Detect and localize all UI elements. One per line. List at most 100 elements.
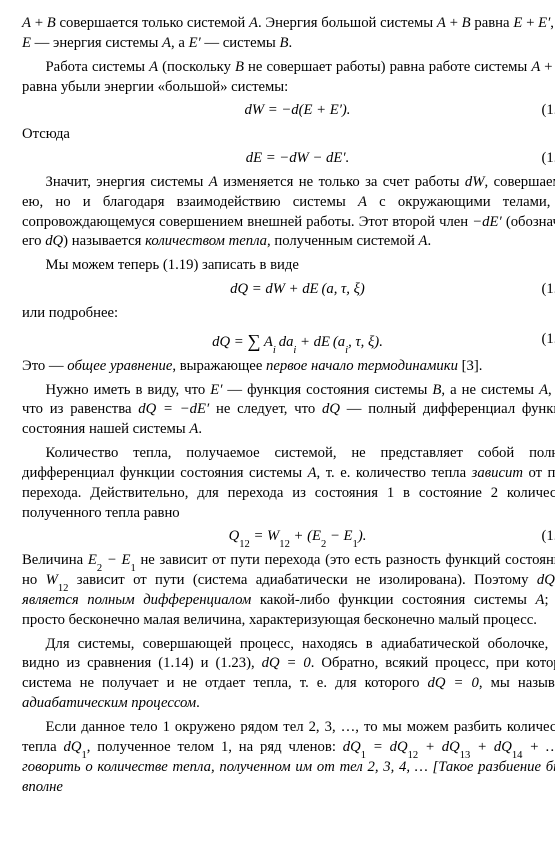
eq-number: (1.20) [513,149,555,169]
t: + dE (a [296,334,345,350]
t: Q [229,528,240,544]
t: E [22,35,31,51]
t: , полученное телом 1, на ряд членов: [87,739,343,755]
t: ) называется [63,233,145,249]
t: dW [465,174,485,190]
t: [3]. [458,358,482,374]
t: W [46,572,58,588]
t: 12 [279,539,290,550]
t: E + E′ [513,15,550,31]
t: , т. е. количество тепла [317,465,472,481]
t: 12 [408,750,419,761]
t: Работа системы [46,59,150,75]
t: A [209,174,218,190]
para-2: Работа системы A (поскольку B не соверша… [22,58,555,98]
equation-1-20: dE = −dW − dE′. (1.20) [22,149,555,169]
t: A [308,465,317,481]
para-7: Это — общее уравнение, выражающее первое… [22,357,555,377]
t: количеством тепла [145,233,267,249]
t: i [345,345,348,356]
t: A [539,382,548,398]
t: Значит, энергия системы [46,174,209,190]
t: + (E [290,528,321,544]
equation-1-23: Q12 = W12 + (E2 − E1). (1.23) [22,527,555,547]
t: не совершает работы) равна работе систем… [244,59,531,75]
t: . [198,421,202,437]
t: , τ, ξ). [348,334,383,350]
t: 1 [81,750,86,761]
t: . [196,695,200,711]
t: адиабатическим процессом [22,695,196,711]
equation-1-19: dW = −d(E + E′). (1.19) [22,101,555,121]
t: + dQ [470,739,512,755]
t: dQ [45,233,63,249]
t: . Энергия большой системы [258,15,437,31]
t: (поскольку [158,59,235,75]
t: , мы называем [479,675,555,691]
t: , полученным системой [267,233,419,249]
eq-body: dE = −dW − dE′. [82,149,513,169]
sigma-icon: ∑ [247,331,260,351]
t: B [235,59,244,75]
t: зависит от пути (система адиабатически н… [68,572,536,588]
t: равна [471,15,514,31]
t: , где [550,15,555,31]
para-3: Отсюда [22,125,555,145]
t: 1 [130,563,135,574]
eq-number: (1.19) [513,101,555,121]
equation-1-22: dQ = ∑ Ai dai + dE (ai, τ, ξ). (1.22) [22,328,555,353]
t: = W [250,528,280,544]
para-10: Величина E2 − E1 не зависит от пути пере… [22,551,555,630]
t: , выражающее [172,358,266,374]
eq-number: (1.23) [513,527,555,547]
t: 1 [361,750,366,761]
t: 12 [239,539,250,550]
t: , а не системы [441,382,539,398]
t: изменяется не только за счет работы [218,174,465,190]
para-12: Если данное тело 1 окружено рядом тел 2,… [22,718,555,797]
t: E′ [189,35,201,51]
t: dQ = 0 [262,655,311,671]
para-1: A + B совершается только системой A. Эне… [22,14,555,54]
t: A [162,35,171,51]
t: зависит [472,465,523,481]
t: Нужно иметь в виду, что [46,382,211,398]
t: A [149,59,158,75]
t: −dE′ [472,214,501,230]
t: dQ [322,401,340,417]
t: ). [358,528,367,544]
t: dQ = 0 [428,675,479,691]
para-5: Мы можем теперь (1.19) записать в виде [22,256,555,276]
t: i [293,345,296,356]
t: совершается только системой [56,15,249,31]
para-4: Значит, энергия системы A изменяется не … [22,173,555,252]
t: какой-либо функции состояния системы [251,592,535,608]
t: первое начало термодинамики [266,358,458,374]
t: dQ = [212,334,247,350]
t: da [276,334,294,350]
para-11: Для системы, совершающей процесс, находя… [22,635,555,714]
t: dQ [537,572,555,588]
equation-1-21: dQ = dW + dE (a, τ, ξ) (1.21) [22,280,555,300]
para-9: Количество тепла, получаемое системой, н… [22,444,555,523]
t: A + B [531,59,555,75]
t: i [273,345,276,356]
t: A [189,421,198,437]
t: dQ [343,739,361,755]
t: . [427,233,431,249]
t: dQ [64,739,82,755]
t: A + B [22,15,56,31]
t: 2 [321,539,326,550]
t: A [260,334,272,350]
eq-body: dW = −d(E + E′). [82,101,513,121]
t: E′ [210,382,222,398]
t: общее уравнение [67,358,172,374]
t: Это — [22,358,67,374]
t: — энергия системы [31,35,162,51]
t: . [288,35,292,51]
t: 2 [97,563,102,574]
t: 12 [58,583,69,594]
t: E [88,552,97,568]
t: A [249,15,258,31]
t: A [358,194,367,210]
